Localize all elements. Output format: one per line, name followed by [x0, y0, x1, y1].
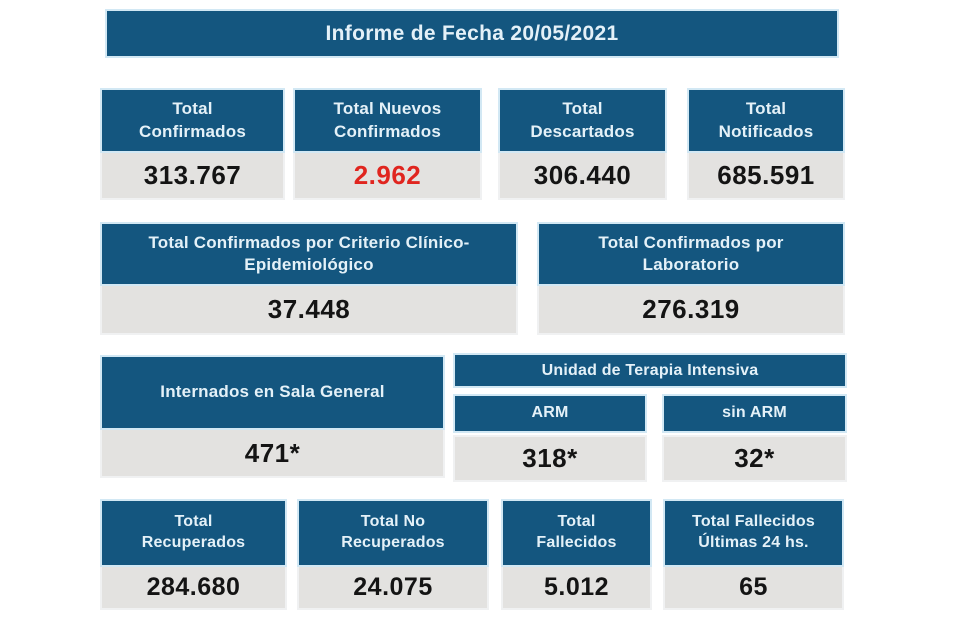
metric-title: Total Recuperados — [100, 499, 287, 567]
metric-title: Total Confirmados por Criterio Clínico- … — [100, 222, 518, 286]
metric-value: 24.075 — [297, 567, 489, 610]
metric-card-total-fallecidos: Total Fallecidos 5.012 — [501, 499, 652, 610]
metric-title: Internados en Sala General — [100, 355, 445, 430]
metric-title: ARM — [453, 394, 647, 433]
metric-card-uti-arm: ARM 318* — [453, 394, 647, 482]
metric-card-total-nuevos-confirmados: Total Nuevos Confirmados 2.962 — [293, 88, 482, 200]
hospitalization-row: Internados en Sala General 471* Unidad d… — [100, 353, 847, 482]
report-date-banner: Informe de Fecha 20/05/2021 — [105, 9, 839, 58]
confirmation-criteria-row: Total Confirmados por Criterio Clínico- … — [100, 222, 845, 335]
metric-card-uti-sin-arm: sin ARM 32* — [662, 394, 847, 482]
metric-value: 37.448 — [100, 286, 518, 335]
uti-section: Unidad de Terapia Intensiva ARM 318* sin… — [453, 353, 847, 482]
report-date-title: Informe de Fecha 20/05/2021 — [325, 21, 619, 45]
metric-card-total-recuperados: Total Recuperados 284.680 — [100, 499, 287, 610]
metric-value: 65 — [663, 567, 844, 610]
metric-title: Total Fallecidos Últimas 24 hs. — [663, 499, 844, 567]
metric-title: Total Nuevos Confirmados — [293, 88, 482, 153]
metric-value: 276.319 — [537, 286, 845, 335]
metric-value: 685.591 — [687, 153, 845, 200]
metric-value: 313.767 — [100, 153, 285, 200]
metric-value: 318* — [453, 435, 647, 482]
metric-title: Total Notificados — [687, 88, 845, 153]
metric-value: 5.012 — [501, 567, 652, 610]
metric-card-total-confirmados: Total Confirmados 313.767 — [100, 88, 285, 200]
metric-card-confirmados-criterio-clinico: Total Confirmados por Criterio Clínico- … — [100, 222, 518, 335]
metric-card-internados-sala-general: Internados en Sala General 471* — [100, 355, 445, 478]
metric-value: 32* — [662, 435, 847, 482]
metric-value: 471* — [100, 430, 445, 478]
metric-title: Total Confirmados — [100, 88, 285, 153]
metric-title: Total Confirmados por Laboratorio — [537, 222, 845, 286]
metric-card-fallecidos-ultimas-24hs: Total Fallecidos Últimas 24 hs. 65 — [663, 499, 844, 610]
uti-section-title: Unidad de Terapia Intensiva — [453, 353, 847, 388]
metric-title: sin ARM — [662, 394, 847, 433]
metric-title: Total Fallecidos — [501, 499, 652, 567]
totals-row: Total Confirmados 313.767 Total Nuevos C… — [100, 88, 845, 200]
metric-card-total-no-recuperados: Total No Recuperados 24.075 — [297, 499, 489, 610]
metric-value-highlight: 2.962 — [293, 153, 482, 200]
metric-title: Total Descartados — [498, 88, 667, 153]
metric-title: Total No Recuperados — [297, 499, 489, 567]
metric-card-confirmados-laboratorio: Total Confirmados por Laboratorio 276.31… — [537, 222, 845, 335]
uti-columns: ARM 318* sin ARM 32* — [453, 394, 847, 482]
metric-value: 284.680 — [100, 567, 287, 610]
outcomes-row: Total Recuperados 284.680 Total No Recup… — [100, 499, 844, 610]
metric-card-total-descartados: Total Descartados 306.440 — [498, 88, 667, 200]
metric-card-total-notificados: Total Notificados 685.591 — [687, 88, 845, 200]
metric-value: 306.440 — [498, 153, 667, 200]
